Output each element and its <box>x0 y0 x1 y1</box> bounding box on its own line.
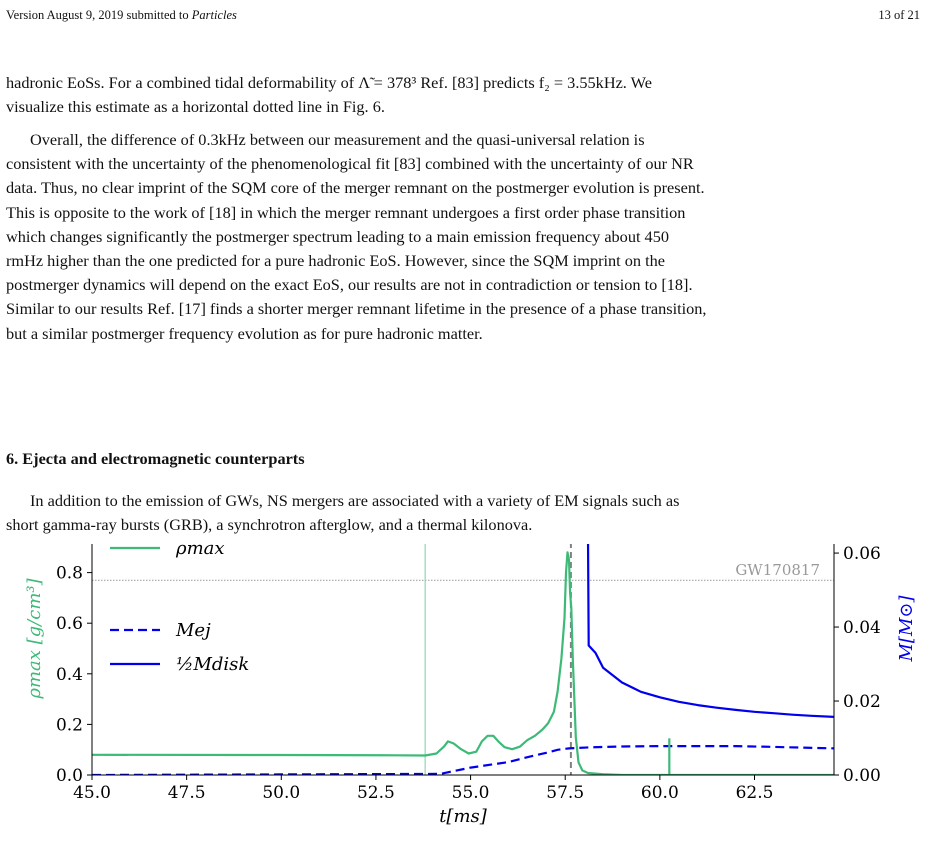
series-line-1 <box>92 745 834 775</box>
paragraph-1-line-1: hadronic EoSs. For a combined tidal defo… <box>6 73 652 92</box>
legend-rho-label: ρmax <box>175 544 225 559</box>
page-header: Version August 9, 2019 submitted to Part… <box>6 8 928 24</box>
y-left-tick-label: 0.0 <box>56 766 83 786</box>
legend-disk-label: ½Mdisk <box>176 654 249 675</box>
x-tick-label: 45.0 <box>73 783 111 803</box>
x-tick-label: 52.5 <box>357 783 395 803</box>
header-page-number: 13 of 21 <box>878 8 920 22</box>
section-line: In addition to the emission of GWs, NS m… <box>30 491 680 510</box>
paragraph-2-line: which changes significantly the postmerg… <box>6 226 669 246</box>
legend-ej-label: Mej <box>175 620 211 641</box>
header-journal: Particles <box>191 8 237 22</box>
x-tick-label: 50.0 <box>262 783 300 803</box>
y-right-axis-label: M[M⊙] <box>896 595 917 663</box>
y-right-tick-label: 0.06 <box>843 544 881 564</box>
y-left-tick-label: 0.2 <box>56 715 83 735</box>
y-right-tick-label: 0.04 <box>843 618 881 638</box>
figure-chart: GW170817 45.0 47.5 50.0 52.5 55.0 57.5 60.0 62.5… <box>24 544 917 827</box>
x-tick-label: 55.0 <box>452 783 490 803</box>
x-tick-label: 57.5 <box>546 783 584 803</box>
x-tick-label: 47.5 <box>168 783 206 803</box>
paragraph-2-line: consistent with the uncertainty of the p… <box>6 154 694 174</box>
paragraph-2-line: but a similar postmerger frequency evolu… <box>6 323 483 343</box>
paragraph-2-line: Similar to our results Ref. [17] finds a… <box>6 299 707 319</box>
paragraph-2-line: This is opposite to the work of [18] in … <box>6 202 686 222</box>
x-axis-label: t[ms] <box>439 806 488 827</box>
plot-frame <box>91 544 835 776</box>
y-left-axis-label: ρmax [g/cm³] <box>24 577 45 699</box>
y-right-tick-label: 0.00 <box>843 766 881 786</box>
section-heading: 6. Ejecta and electromagnetic counterpar… <box>6 449 305 468</box>
paragraph-1-line-2: visualize this estimate as a horizontal … <box>6 97 385 117</box>
y-left-tick-label: 0.6 <box>56 614 83 634</box>
section-paragraph: In addition to the emission of GWs, NS m… <box>6 489 928 537</box>
y-right-tick-label: 0.02 <box>843 692 881 712</box>
paragraph-2-line: rmHz higher than the one predicted for a… <box>6 251 666 271</box>
y-left-tick-label: 0.8 <box>56 564 83 584</box>
paragraph-2-line: Overall, the difference of 0.3kHz betwee… <box>30 130 645 149</box>
paragraph-2-line: data. Thus, no clear imprint of the SQM … <box>6 178 705 198</box>
x-tick-label: 62.5 <box>736 783 774 803</box>
reference-line-label: GW170817 <box>735 561 820 579</box>
y-left-tick-label: 0.4 <box>56 665 83 685</box>
section-line: short gamma-ray bursts (GRB), a synchrot… <box>6 515 533 535</box>
paragraph-1: hadronic EoSs. For a combined tidal defo… <box>6 71 928 119</box>
paragraph-2-line: postmerger dynamics will depend on the e… <box>6 275 693 295</box>
x-tick-label: 60.0 <box>641 783 679 803</box>
header-version: Version August 9, 2019 submitted to Part… <box>6 8 237 22</box>
paragraph-2: Overall, the difference of 0.3kHz betwee… <box>6 128 928 346</box>
series-line-2 <box>586 544 834 718</box>
